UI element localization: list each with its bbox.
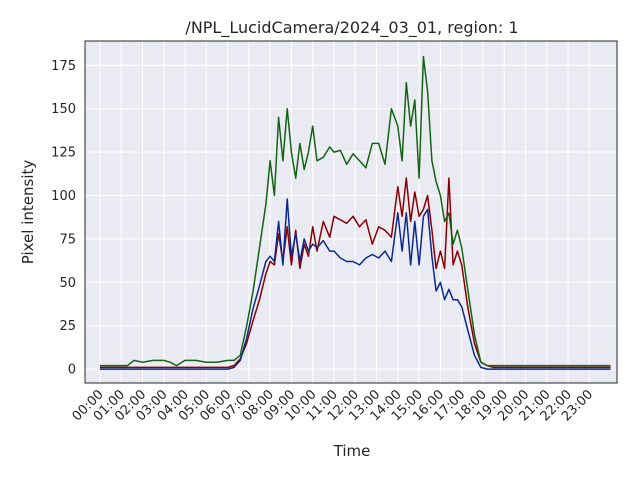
series-line-1 [99,177,611,369]
grid [85,41,617,383]
series-line-3 [99,55,611,367]
series-group [99,55,611,370]
y-tick-label: 100 [51,189,76,204]
y-tick-label: 0 [68,363,76,378]
y-tick-label: 75 [59,232,76,247]
x-axis-label: Time [333,442,371,460]
plot-area [84,40,618,384]
y-tick-label: 50 [59,276,76,291]
y-tick-labels: 0 25 50 75 100 125 150 175 [51,59,76,378]
y-tick-label: 125 [51,146,76,161]
y-axis-label: Pixel intensity [19,160,37,265]
y-tick-label: 175 [51,59,76,74]
plot-frame [84,40,618,384]
y-tick-label: 150 [51,102,76,117]
chart-title: /NPL_LucidCamera/2024_03_01, region: 1 [185,18,518,38]
y-tick-label: 25 [59,319,76,334]
series-line-2 [99,198,611,370]
